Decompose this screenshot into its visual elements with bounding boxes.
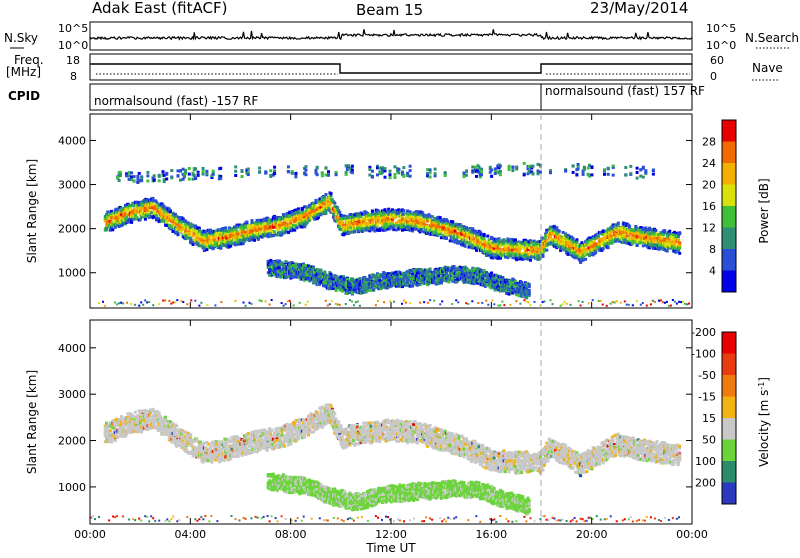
scatter-cell	[575, 241, 578, 244]
scatter-cell	[494, 253, 497, 256]
scatter-cell	[330, 192, 333, 195]
scatter-cell	[343, 232, 346, 235]
date-title: 23/May/2014	[590, 0, 688, 17]
scatter-cell	[253, 239, 256, 242]
scatter-cell	[661, 236, 664, 239]
scatter-cell	[391, 221, 394, 224]
scatter-cell	[555, 226, 558, 229]
beam-title: Beam 15	[356, 1, 423, 19]
nsky-tick-high: 10^5	[58, 22, 88, 35]
nsearch-tick-low: 10^0	[706, 39, 736, 52]
scatter-cell	[209, 229, 212, 232]
scatter-cell	[333, 202, 336, 205]
scatter-cell	[273, 230, 276, 233]
freq-trace	[90, 64, 692, 73]
nsearch-tick-high: 10^5	[706, 22, 736, 35]
scatter-cell	[105, 227, 108, 230]
freq-panel-frame	[90, 54, 692, 80]
scatter-cell	[165, 224, 168, 227]
scatter-cell	[628, 225, 631, 228]
scatter-cell	[570, 251, 573, 254]
scatter-cell	[545, 249, 548, 252]
scatter-cell	[483, 234, 486, 237]
scatter-cell	[224, 226, 227, 229]
station-title: Adak East (fitACF)	[92, 0, 227, 17]
scatter-cell	[677, 235, 680, 238]
scatter-cell	[373, 230, 376, 233]
nsearch-label: N.Search	[745, 31, 799, 45]
scatter-cell	[483, 237, 486, 240]
scatter-cell	[542, 255, 545, 258]
freq-tick-low: 8	[70, 70, 77, 83]
scatter-cell	[330, 273, 333, 276]
scatter-cell	[256, 233, 259, 236]
scatter-cell	[464, 245, 467, 248]
nave-tick-high: 60	[710, 54, 724, 67]
cpid-segment-2: normalsound (fast) 157 RF	[545, 84, 705, 98]
scatter-cell	[617, 222, 620, 225]
scatter-cell	[219, 247, 222, 250]
scatter-cell	[439, 216, 442, 219]
nsky-label: N.Sky	[4, 31, 38, 45]
scatter-cell	[666, 250, 669, 253]
scatter-cell	[286, 227, 289, 230]
scatter-cell	[144, 218, 147, 221]
scatter-cell	[558, 230, 561, 233]
cpid-segment-1: normalsound (fast) -157 RF	[94, 94, 258, 108]
scatter-cell	[471, 234, 474, 237]
scatter-cell	[165, 220, 168, 223]
scatter-cell	[584, 258, 587, 261]
scatter-cell	[445, 237, 448, 240]
scatter-cell	[529, 259, 532, 262]
scatter-cell	[678, 232, 681, 235]
scatter-cell	[129, 207, 132, 210]
nave-tick-low: 0	[710, 70, 717, 83]
scatter-cell	[549, 235, 552, 238]
scatter-cell	[338, 211, 341, 214]
cpid-label: CPID	[8, 89, 40, 103]
scatter-cell	[390, 215, 393, 218]
scatter-cell	[371, 210, 374, 213]
noise-panel-frame	[90, 22, 692, 50]
scatter-cell	[353, 230, 356, 233]
scatter-cell	[296, 226, 299, 229]
scatter-cell	[257, 238, 260, 241]
scatter-cell	[607, 246, 610, 249]
scatter-cell	[678, 247, 681, 250]
scatter-cell	[409, 210, 412, 213]
scatter-cell	[451, 220, 454, 223]
scatter-cell	[208, 236, 211, 239]
scatter-cell	[668, 230, 671, 233]
scatter-cell	[251, 219, 254, 222]
scatter-cell	[678, 252, 681, 255]
scatter-cell	[299, 211, 302, 214]
nsky-tick-low: 10^0	[58, 39, 88, 52]
scatter-cell	[602, 247, 605, 250]
power-scatter	[98, 162, 690, 307]
scatter-cell	[572, 237, 575, 240]
scatter-cell	[325, 193, 328, 196]
scatter-cell	[654, 229, 657, 232]
scatter-cell	[325, 212, 328, 215]
scatter-cell	[402, 209, 405, 212]
scatter-cell	[246, 221, 249, 224]
freq-tick-high: 18	[66, 54, 80, 67]
freq-unit: [MHz]	[6, 65, 41, 79]
scatter-cell	[486, 235, 489, 238]
scatter-cell	[360, 215, 363, 218]
noise-sky-trace	[90, 29, 692, 39]
scatter-cell	[420, 228, 423, 231]
scatter-cell	[376, 223, 379, 226]
nave-label: Nave	[752, 61, 783, 75]
